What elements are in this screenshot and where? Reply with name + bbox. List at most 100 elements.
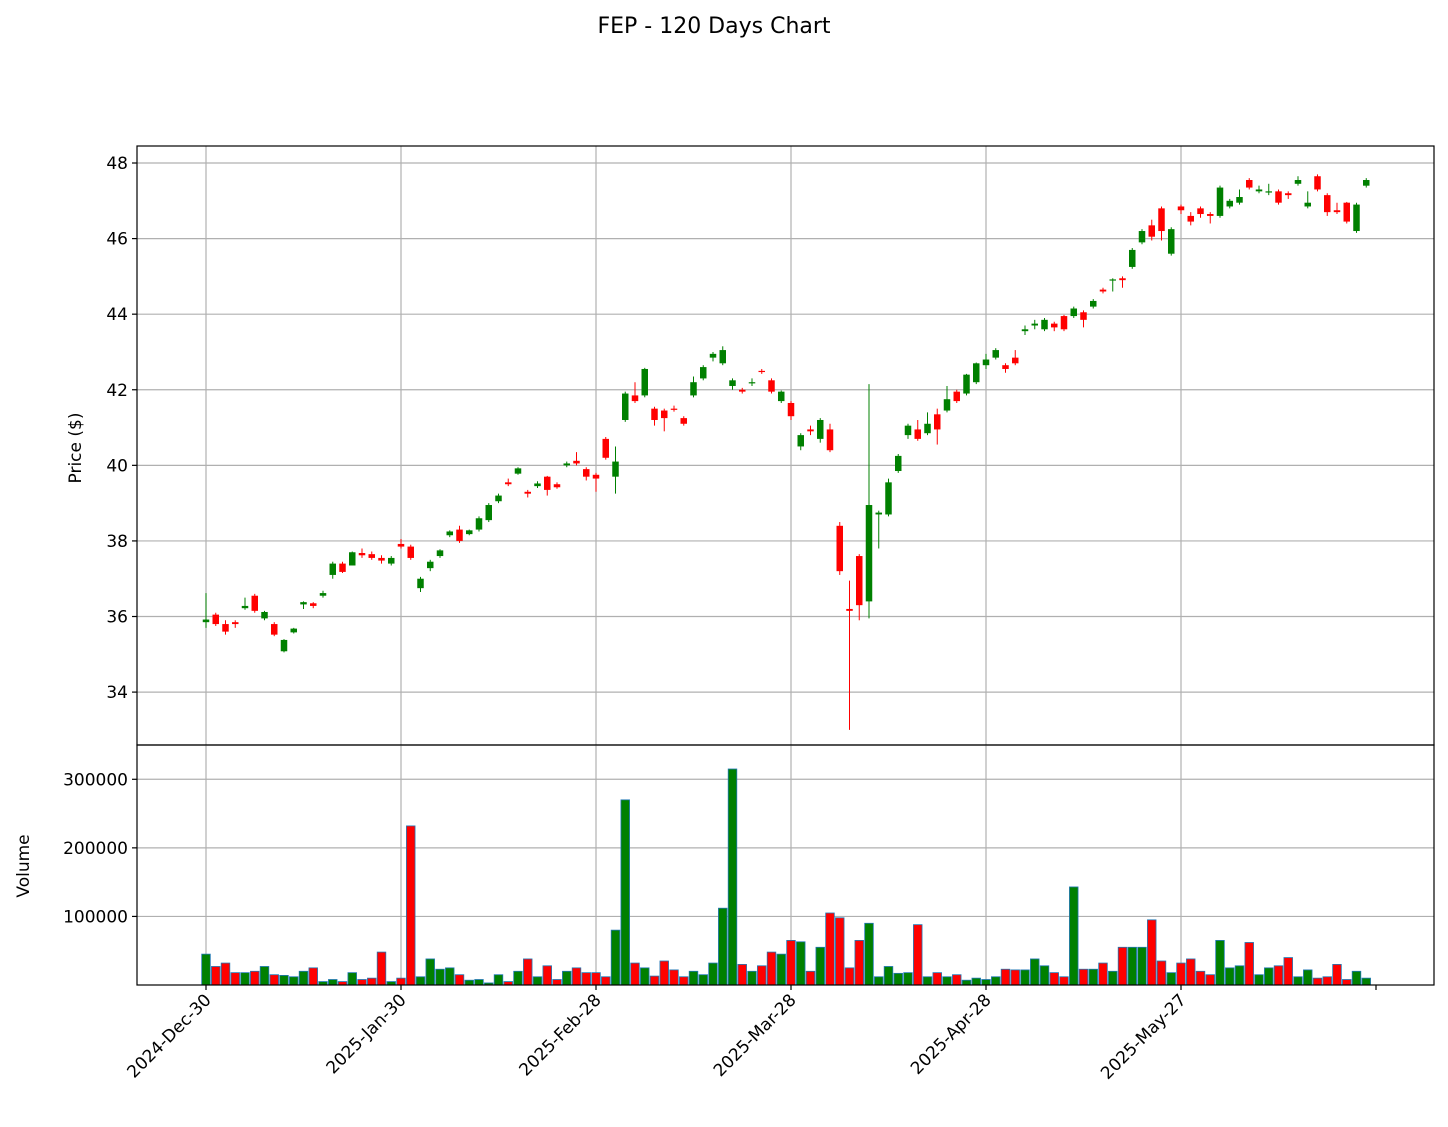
volume-y-axis: 100000 200000 300000 [63,770,137,927]
x-tick-label: 2025-Jan-30 [323,990,411,1078]
volume-bar [757,965,767,986]
candle-body [534,483,541,487]
candle-body [953,391,960,402]
candle-body [1138,231,1146,243]
candle-body [388,557,395,564]
candle-body [1070,308,1077,317]
price-plot-area [136,145,1435,746]
volume-bar [1049,972,1059,986]
volume-bar [1137,946,1147,986]
candle-body [271,624,278,635]
candle-body [1236,197,1243,203]
candle-body [1314,176,1321,190]
volume-bar [279,975,289,986]
volume-bar [1322,976,1332,986]
volume-bar [220,962,231,986]
candle-body [631,395,639,402]
volume-bar [805,970,816,986]
candle-body [466,530,473,535]
price-tick-label: 36 [106,608,128,628]
candle-body [1129,249,1136,267]
candle-body [641,368,648,396]
candle-body [349,552,356,566]
candle-body [1285,193,1292,196]
candle-body [495,495,502,502]
candle-body [982,359,990,366]
volume-bar [581,972,591,986]
candle-body [300,602,307,605]
volume-bar [269,974,279,986]
candle-body [524,491,531,494]
volume-bar [376,951,387,986]
candle-body [505,482,512,485]
volume-bar [981,979,991,986]
candle-body [1275,191,1282,203]
candle-body [846,608,853,611]
candle-body [329,563,336,575]
candle-body [875,512,882,515]
volume-bar [825,912,835,986]
candle-body [202,619,210,623]
volume-bar [844,967,855,986]
candle-body [680,418,687,424]
candle-body [475,518,483,530]
volume-bar [1254,974,1264,986]
volume-bar [835,917,845,986]
volume-bar [727,768,738,986]
volume-bar [796,941,806,986]
volume-bar [1244,942,1254,986]
volume-bar [913,924,923,986]
volume-bar [1332,964,1342,986]
volume-bar [718,907,728,986]
volume-bar [932,972,942,986]
price-candles [202,174,1370,730]
candle-body [378,557,385,561]
candle-body [222,624,229,632]
volume-bar [591,972,601,986]
candle-body [368,554,375,558]
candle-body [914,429,921,439]
volume-bar [659,960,669,986]
candle-body [1343,202,1350,222]
price-tick-label: 48 [106,154,128,174]
volume-bar [1156,960,1167,986]
candle-body [1294,180,1302,184]
volume-bar [1030,958,1040,986]
candle-body [563,463,570,466]
volume-bar [1098,962,1108,986]
volume-bar [493,974,504,986]
candle-body [1002,365,1009,369]
volume-bar [1303,969,1313,986]
volume-bar [1069,886,1079,986]
candle-body [241,605,249,609]
volume-bar [1127,946,1137,986]
candle-body [1080,312,1087,320]
volume-bar [523,958,533,986]
candle-body [397,543,405,547]
candle-body [1119,278,1126,281]
volume-gridlines [137,745,1434,985]
candle-body [1060,316,1068,330]
volume-bar [601,976,611,986]
candle-body [1197,208,1204,215]
volume-bar [532,976,543,986]
volume-bar [1205,974,1215,986]
candle-body [485,505,492,521]
candle-body [1324,195,1331,213]
x-tick-label: 2025-Feb-28 [516,990,606,1080]
volume-bar [445,967,455,986]
volume-bar [942,976,952,986]
volume-bar [1010,969,1020,986]
volume-bar [1147,919,1157,986]
volume-bar [1225,967,1235,986]
candle-body [1177,206,1185,211]
volume-bar [1215,940,1225,986]
candle-body [1168,229,1175,254]
volume-bar [786,940,796,986]
volume-bar [562,970,572,986]
volume-bar [1000,968,1011,986]
candle-body [934,414,941,430]
candle-body [690,382,697,396]
volume-bar [1020,969,1030,986]
volume-bar [1283,957,1293,986]
